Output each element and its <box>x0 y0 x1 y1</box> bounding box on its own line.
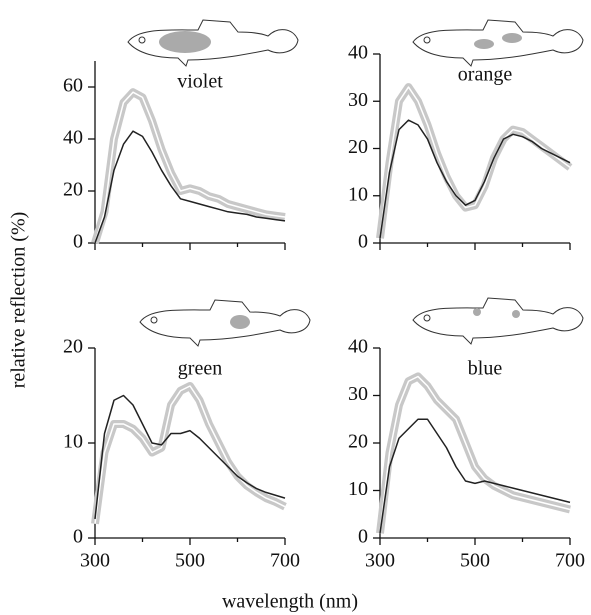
x-tick-label: 700 <box>555 550 585 572</box>
fish-icon <box>127 19 299 67</box>
fish-icon <box>412 297 584 345</box>
y-tick-label: 10 <box>348 478 368 500</box>
x-tick-label: 300 <box>80 550 110 572</box>
fish-patch <box>512 310 520 318</box>
band-line <box>376 83 573 239</box>
band-line <box>91 382 287 525</box>
band-center-line <box>379 86 571 239</box>
fish-patch <box>474 39 494 49</box>
y-tick-label: 40 <box>63 127 83 149</box>
y-tick-label: 10 <box>63 431 83 453</box>
data-line <box>94 130 286 244</box>
y-tick-label: 60 <box>63 75 83 97</box>
y-tick-label: 40 <box>348 42 368 64</box>
y-tick-label: 10 <box>348 183 368 205</box>
y-tick-label: 20 <box>63 336 83 358</box>
data-line <box>379 418 571 534</box>
panel-title: blue <box>468 358 503 380</box>
data-line <box>94 394 286 520</box>
x-tick-label: 700 <box>270 550 300 572</box>
fish-icon <box>412 19 584 67</box>
fish-icon <box>139 299 311 347</box>
x-tick-label: 500 <box>460 550 490 572</box>
x-tick-label: 500 <box>175 550 205 572</box>
y-tick-label: 0 <box>73 526 83 548</box>
band-center-line <box>94 385 286 524</box>
band-center-line <box>94 91 286 244</box>
y-tick-label: 20 <box>348 431 368 453</box>
band-line <box>91 88 286 245</box>
panel-title: green <box>178 358 222 380</box>
y-tick-label: 20 <box>63 179 83 201</box>
y-tick-label: 0 <box>73 231 83 253</box>
band-center-line <box>379 375 571 534</box>
fish-patch <box>230 315 250 329</box>
panel-title: orange <box>458 64 513 86</box>
y-tick-label: 20 <box>348 136 368 158</box>
panel-title: violet <box>177 71 223 93</box>
data-line <box>379 119 571 239</box>
y-tick-label: 30 <box>348 383 368 405</box>
y-tick-label: 30 <box>348 89 368 111</box>
y-tick-label: 0 <box>358 231 368 253</box>
y-tick-label: 40 <box>348 336 368 358</box>
band-line <box>376 372 571 534</box>
fish-patch <box>159 31 211 53</box>
y-axis-label: relative reflection (%) <box>8 212 30 389</box>
fish-eye <box>150 316 158 324</box>
x-axis-label: wavelength (nm) <box>222 591 358 613</box>
x-tick-label: 300 <box>365 550 395 572</box>
fish-eye <box>423 36 431 44</box>
y-tick-label: 0 <box>358 526 368 548</box>
fish-patch <box>502 33 522 43</box>
fish-eye <box>423 314 431 322</box>
fish-patch <box>473 308 481 316</box>
fish-eye <box>138 36 146 44</box>
